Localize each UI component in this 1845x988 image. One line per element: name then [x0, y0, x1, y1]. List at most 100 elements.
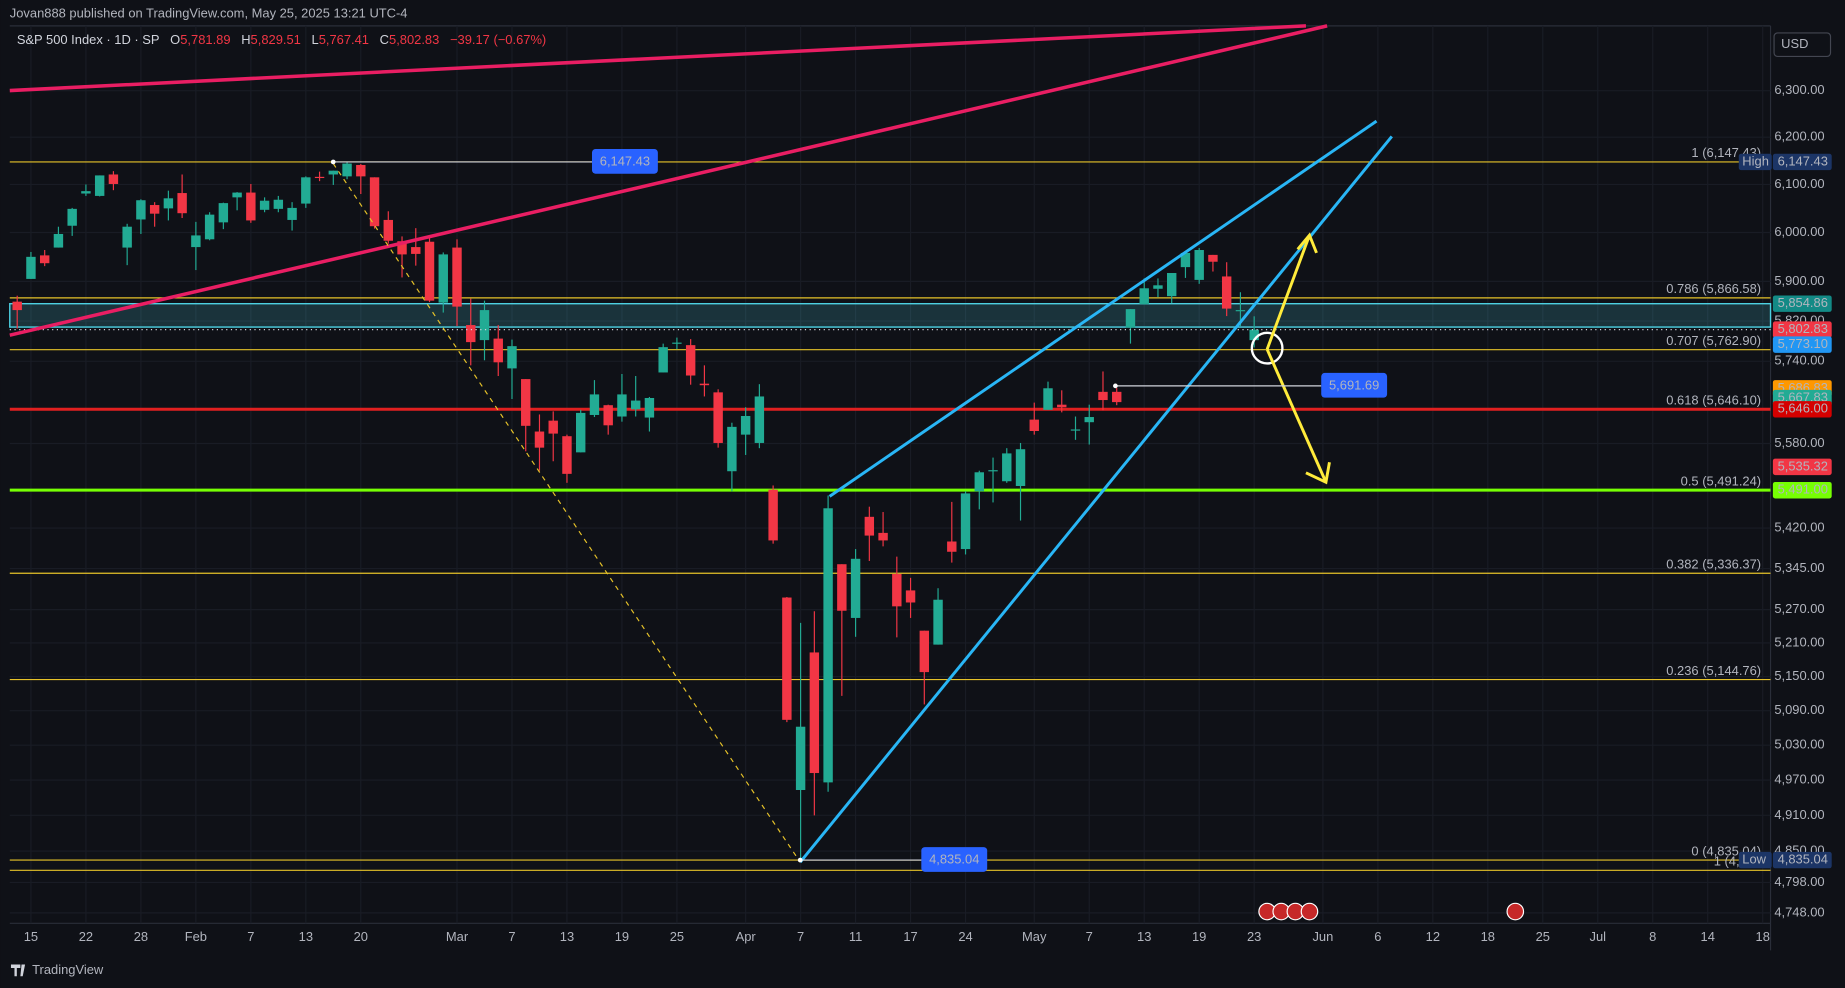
currency: USD	[1781, 36, 1808, 51]
candle-body	[1015, 449, 1026, 486]
arrow-head	[1305, 461, 1331, 485]
legend-key: H	[241, 33, 250, 48]
x-tick-label: 7	[247, 929, 254, 944]
candle-body	[479, 310, 490, 341]
drawings	[9, 24, 1525, 921]
x-tick-label: 11	[849, 929, 862, 944]
publisher-line: Jovan888 published on TradingView.com, M…	[10, 6, 408, 21]
candle-body	[823, 508, 833, 783]
x-tick-label: 17	[903, 929, 917, 944]
price-badge-text: 5,646.00	[1778, 401, 1828, 416]
x-tick-label: 24	[958, 929, 972, 944]
x-tick-label: 13	[299, 929, 313, 944]
price-badge-text: 5,667.83	[1778, 390, 1828, 405]
levels	[9, 161, 1772, 871]
candle-body	[232, 192, 242, 198]
price-tag-text: High	[1742, 153, 1769, 168]
candle-body	[795, 726, 806, 790]
x-tick-label: 23	[1247, 929, 1261, 944]
candle-body	[12, 301, 22, 311]
y-tick-label: 4,970.00	[1774, 771, 1824, 786]
y-tick-label: 5,420.00	[1774, 519, 1824, 534]
wedge-line	[828, 119, 1378, 498]
annotation-text: 5,691.69	[1329, 377, 1379, 392]
price-badge	[1772, 321, 1832, 338]
candle-body	[905, 590, 916, 603]
candle-body	[314, 176, 325, 179]
legend-key: L	[312, 33, 319, 48]
candle-body	[603, 405, 613, 426]
x-tick-label: Apr	[736, 929, 757, 944]
annotation-dot	[330, 159, 336, 165]
candle-body	[768, 489, 778, 541]
candle-body	[947, 541, 957, 552]
candle-body	[452, 247, 462, 307]
y-tick-label: 6,300.00	[1774, 82, 1824, 97]
candle-body	[974, 472, 984, 492]
price-tag	[1738, 851, 1772, 869]
y-tick-label: 4,748.00	[1774, 904, 1824, 919]
price-tag-text: Low	[1742, 851, 1766, 866]
y-tick-label: 6,200.00	[1774, 129, 1824, 144]
candle-body	[191, 235, 201, 248]
candle-body	[1180, 252, 1191, 268]
candle-body	[1235, 310, 1246, 312]
candle-body	[26, 256, 36, 279]
price-badge	[1772, 153, 1832, 171]
y-tick-label: 5,740.00	[1774, 353, 1824, 368]
candle-body	[892, 574, 902, 607]
y-tick-label: 5,030.00	[1774, 737, 1824, 752]
price-badge	[1772, 481, 1832, 499]
candle-body	[81, 191, 91, 194]
candle-body	[1221, 276, 1232, 309]
candle-body	[713, 392, 723, 443]
price-badge-text: 4,835.04	[1778, 851, 1828, 866]
annotation-text: 6,147.43	[600, 153, 650, 168]
legend-value: 5,781.89	[180, 33, 230, 48]
candle-body	[328, 170, 339, 175]
x-tick-label: 28	[134, 929, 148, 944]
legend-key: C	[380, 33, 389, 48]
x-tick-label: 15	[24, 929, 38, 944]
candle-body	[246, 192, 256, 221]
candle-body	[672, 342, 682, 344]
annotation-badge	[1321, 372, 1388, 398]
x-tick-label: 18	[1756, 929, 1770, 944]
x-tick-label: 8	[1649, 929, 1656, 944]
x-tick-label: Jun	[1312, 929, 1333, 944]
wedge-line	[799, 135, 1393, 864]
fib-trend	[332, 163, 801, 863]
x-tick-label: 12	[1426, 929, 1440, 944]
candle-body	[837, 564, 847, 611]
annotation-badge	[591, 149, 658, 174]
price-badge	[1772, 336, 1832, 353]
candle-body	[411, 247, 421, 254]
y-tick-label: 5,210.00	[1774, 634, 1824, 649]
candle-body	[383, 219, 393, 241]
candle-body	[1153, 285, 1163, 289]
fib-label: 0.236 (5,144.76)	[1666, 663, 1761, 678]
candle-body	[301, 177, 311, 204]
price-badge	[1772, 401, 1832, 418]
candle-body	[699, 383, 710, 386]
arrow-up	[1265, 234, 1311, 350]
candle-body	[850, 558, 861, 618]
y-tick-label: 4,910.00	[1774, 807, 1824, 822]
x-tick-label: 14	[1701, 929, 1715, 944]
x-tick-label: 13	[560, 929, 574, 944]
candle-body	[1249, 329, 1259, 341]
candle-body	[287, 207, 297, 220]
x-tick-label: 13	[1137, 929, 1151, 944]
candle-body	[1029, 419, 1039, 432]
candle-body	[1112, 391, 1122, 403]
candle-body	[988, 470, 998, 472]
candle-body	[658, 347, 668, 373]
x-tick-label: 25	[670, 929, 684, 944]
y-tick-label: 5,090.00	[1774, 702, 1824, 717]
fib-label: 0.786 (5,866.58)	[1666, 281, 1761, 296]
candle-body	[438, 254, 448, 303]
event-icon	[1506, 902, 1525, 921]
currency-button[interactable]	[1773, 32, 1832, 58]
candle-body	[534, 431, 545, 448]
